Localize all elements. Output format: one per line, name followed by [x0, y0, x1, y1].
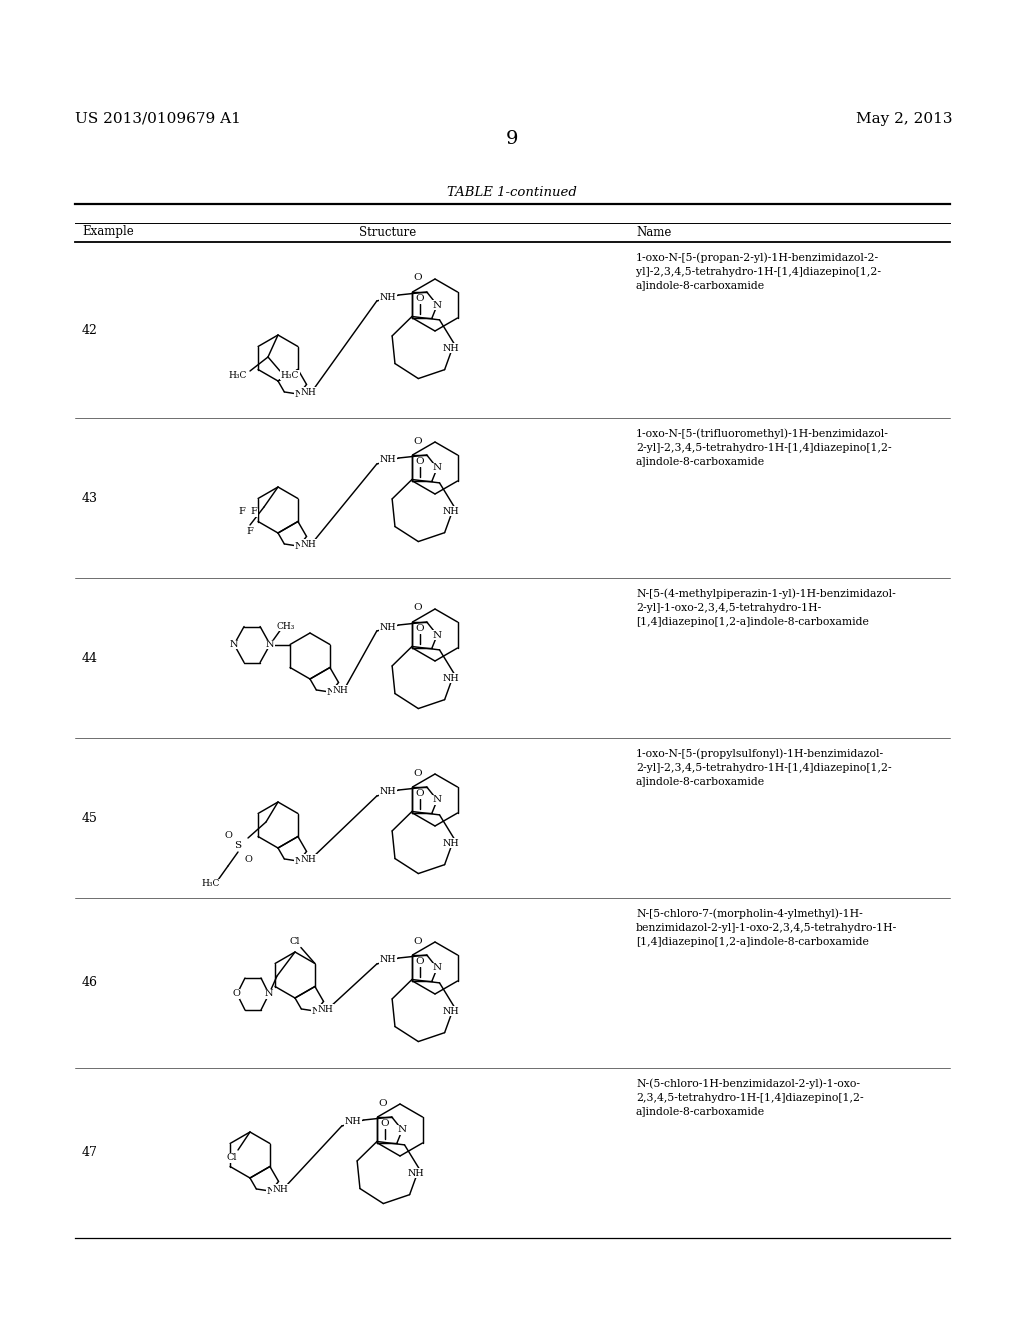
- Text: NH: NH: [301, 855, 316, 863]
- Text: NH: NH: [442, 840, 459, 847]
- Text: N: N: [294, 389, 303, 399]
- Text: NH: NH: [380, 455, 396, 465]
- Text: S: S: [234, 842, 242, 850]
- Text: O: O: [416, 957, 424, 966]
- Text: NH: NH: [380, 623, 396, 631]
- Text: N-[5-(4-methylpiperazin-1-yl)-1H-benzimidazol-
2-yl]-1-oxo-2,3,4,5-tetrahydro-1H: N-[5-(4-methylpiperazin-1-yl)-1H-benzimi…: [636, 587, 896, 627]
- Text: 45: 45: [82, 812, 98, 825]
- Text: NH: NH: [442, 345, 459, 352]
- Text: O: O: [414, 936, 422, 945]
- Text: 47: 47: [82, 1147, 98, 1159]
- Text: N: N: [432, 631, 441, 639]
- Text: Name: Name: [636, 226, 672, 239]
- Text: NH: NH: [408, 1170, 424, 1177]
- Text: O: O: [416, 457, 424, 466]
- Text: N: N: [294, 857, 303, 866]
- Text: NH: NH: [301, 540, 316, 549]
- Text: 9: 9: [506, 129, 518, 148]
- Text: NH: NH: [272, 1185, 289, 1193]
- Text: TABLE 1-continued: TABLE 1-continued: [447, 186, 577, 199]
- Text: 1-oxo-N-[5-(propylsulfonyl)-1H-benzimidazol-
2-yl]-2,3,4,5-tetrahydro-1H-[1,4]di: 1-oxo-N-[5-(propylsulfonyl)-1H-benzimida…: [636, 748, 892, 787]
- Text: N: N: [294, 541, 303, 550]
- Text: O: O: [379, 1098, 387, 1107]
- Text: N-[5-chloro-7-(morpholin-4-ylmethyl)-1H-
benzimidazol-2-yl]-1-oxo-2,3,4,5-tetrah: N-[5-chloro-7-(morpholin-4-ylmethyl)-1H-…: [636, 908, 897, 946]
- Text: N: N: [397, 1126, 407, 1134]
- Text: F: F: [239, 507, 246, 516]
- Text: Cl: Cl: [226, 1154, 238, 1163]
- Text: NH: NH: [317, 1005, 334, 1014]
- Text: 46: 46: [82, 977, 98, 990]
- Text: N: N: [432, 964, 441, 973]
- Text: Structure: Structure: [359, 226, 417, 239]
- Text: N: N: [266, 640, 274, 649]
- Text: O: O: [414, 273, 422, 282]
- Text: O: O: [414, 603, 422, 612]
- Text: CH₃: CH₃: [276, 622, 295, 631]
- Text: NH: NH: [333, 686, 348, 694]
- Text: NH: NH: [301, 388, 316, 397]
- Text: NH: NH: [442, 1007, 459, 1016]
- Text: NH: NH: [380, 956, 396, 965]
- Text: NH: NH: [380, 293, 396, 301]
- Text: O: O: [416, 294, 424, 304]
- Text: N: N: [266, 1187, 275, 1196]
- Text: NH: NH: [380, 788, 396, 796]
- Text: O: O: [232, 990, 240, 998]
- Text: N: N: [432, 301, 441, 309]
- Text: NH: NH: [442, 507, 459, 516]
- Text: O: O: [416, 789, 424, 799]
- Text: N: N: [327, 688, 336, 697]
- Text: F: F: [251, 507, 257, 516]
- Text: NH: NH: [442, 675, 459, 682]
- Text: 1-oxo-N-[5-(propan-2-yl)-1H-benzimidazol-2-
yl]-2,3,4,5-tetrahydro-1H-[1,4]diaze: 1-oxo-N-[5-(propan-2-yl)-1H-benzimidazol…: [636, 252, 881, 290]
- Text: 1-oxo-N-[5-(trifluoromethyl)-1H-benzimidazol-
2-yl]-2,3,4,5-tetrahydro-1H-[1,4]d: 1-oxo-N-[5-(trifluoromethyl)-1H-benzimid…: [636, 428, 892, 466]
- Text: O: O: [414, 768, 422, 777]
- Text: N-(5-chloro-1H-benzimidazol-2-yl)-1-oxo-
2,3,4,5-tetrahydro-1H-[1,4]diazepino[1,: N-(5-chloro-1H-benzimidazol-2-yl)-1-oxo-…: [636, 1078, 863, 1117]
- Text: May 2, 2013: May 2, 2013: [855, 112, 952, 125]
- Text: 44: 44: [82, 652, 98, 664]
- Text: N: N: [229, 640, 239, 649]
- Text: Cl: Cl: [290, 937, 300, 946]
- Text: H₃C: H₃C: [228, 371, 247, 380]
- Text: O: O: [416, 624, 424, 634]
- Text: F: F: [247, 528, 253, 536]
- Text: US 2013/0109679 A1: US 2013/0109679 A1: [75, 112, 241, 125]
- Text: NH: NH: [344, 1118, 361, 1126]
- Text: H₃C: H₃C: [281, 371, 299, 380]
- Text: O: O: [224, 832, 232, 841]
- Text: 42: 42: [82, 323, 98, 337]
- Text: N: N: [311, 1007, 321, 1015]
- Text: 43: 43: [82, 491, 98, 504]
- Text: O: O: [380, 1119, 389, 1129]
- Text: H₃C: H₃C: [202, 879, 220, 888]
- Text: N: N: [265, 990, 273, 998]
- Text: Example: Example: [82, 226, 134, 239]
- Text: O: O: [244, 855, 252, 865]
- Text: N: N: [432, 463, 441, 473]
- Text: O: O: [414, 437, 422, 446]
- Text: N: N: [432, 796, 441, 804]
